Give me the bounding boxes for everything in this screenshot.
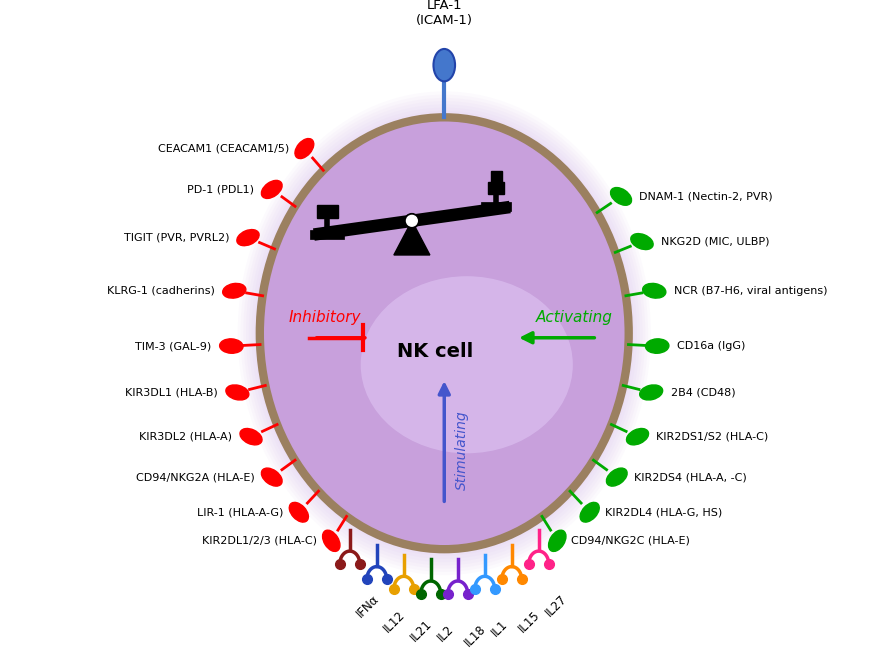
- Ellipse shape: [262, 180, 282, 198]
- Ellipse shape: [295, 139, 313, 159]
- Circle shape: [405, 214, 419, 228]
- Text: TIGIT (PVR, PVRL2): TIGIT (PVR, PVRL2): [124, 233, 230, 242]
- Text: CD94/NKG2A (HLA-E): CD94/NKG2A (HLA-E): [136, 472, 255, 482]
- FancyBboxPatch shape: [488, 182, 505, 194]
- Text: KIR2DL1/2/3 (HLA-C): KIR2DL1/2/3 (HLA-C): [203, 536, 317, 546]
- Ellipse shape: [606, 468, 627, 486]
- Ellipse shape: [240, 428, 262, 445]
- Ellipse shape: [548, 530, 566, 551]
- Polygon shape: [394, 221, 430, 255]
- Ellipse shape: [226, 385, 249, 400]
- Text: Inhibitory: Inhibitory: [288, 310, 361, 325]
- Ellipse shape: [262, 468, 282, 486]
- Text: TIM-3 (GAL-9): TIM-3 (GAL-9): [136, 341, 212, 351]
- Ellipse shape: [237, 229, 259, 246]
- Text: CD94/NKG2C (HLA-E): CD94/NKG2C (HLA-E): [572, 536, 690, 546]
- Ellipse shape: [240, 95, 648, 572]
- Text: KIR3DL2 (HLA-A): KIR3DL2 (HLA-A): [139, 432, 232, 442]
- Ellipse shape: [643, 283, 666, 298]
- Ellipse shape: [627, 428, 648, 445]
- Ellipse shape: [220, 339, 243, 353]
- Text: IL21: IL21: [407, 618, 434, 645]
- Text: DNAM-1 (Nectin-2, PVR): DNAM-1 (Nectin-2, PVR): [638, 191, 772, 202]
- Text: NKG2D (MIC, ULBP): NKG2D (MIC, ULBP): [661, 237, 770, 247]
- Ellipse shape: [580, 502, 599, 522]
- FancyBboxPatch shape: [491, 171, 502, 182]
- Ellipse shape: [246, 101, 643, 566]
- Circle shape: [406, 215, 417, 226]
- Ellipse shape: [322, 530, 340, 551]
- Ellipse shape: [646, 339, 669, 353]
- Text: CD16a (IgG): CD16a (IgG): [677, 341, 746, 351]
- Ellipse shape: [433, 49, 455, 82]
- Ellipse shape: [243, 98, 646, 569]
- Ellipse shape: [639, 385, 663, 400]
- Text: Stimulating: Stimulating: [455, 410, 469, 490]
- Ellipse shape: [361, 276, 572, 454]
- Text: IL1: IL1: [488, 618, 510, 639]
- Text: IL27: IL27: [542, 592, 569, 619]
- Text: PD-1 (PDL1): PD-1 (PDL1): [188, 185, 255, 194]
- Text: IFNα: IFNα: [354, 592, 381, 620]
- Ellipse shape: [249, 104, 639, 562]
- Ellipse shape: [222, 283, 246, 298]
- Ellipse shape: [289, 502, 308, 522]
- Text: IL12: IL12: [380, 608, 407, 635]
- Ellipse shape: [255, 111, 634, 556]
- Text: IL15: IL15: [515, 608, 542, 634]
- Ellipse shape: [611, 187, 631, 205]
- Text: KLRG-1 (cadherins): KLRG-1 (cadherins): [107, 286, 214, 295]
- Text: LFA-1
(ICAM-1): LFA-1 (ICAM-1): [416, 0, 472, 27]
- Text: Activating: Activating: [537, 310, 613, 325]
- Ellipse shape: [238, 91, 651, 575]
- Text: 2B4 (CD48): 2B4 (CD48): [671, 388, 735, 397]
- Text: KIR3DL1 (HLA-B): KIR3DL1 (HLA-B): [125, 388, 218, 397]
- Ellipse shape: [260, 117, 629, 550]
- Text: NK cell: NK cell: [397, 341, 473, 361]
- Text: KIR2DL4 (HLA-G, HS): KIR2DL4 (HLA-G, HS): [605, 507, 722, 517]
- Ellipse shape: [257, 114, 631, 553]
- Text: NCR (B7-H6, viral antigens): NCR (B7-H6, viral antigens): [674, 286, 827, 295]
- Text: CEACAM1 (CEACAM1/5): CEACAM1 (CEACAM1/5): [158, 144, 289, 154]
- Text: LIR-1 (HLA-A-G): LIR-1 (HLA-A-G): [196, 507, 283, 517]
- Text: IL18: IL18: [462, 622, 488, 648]
- FancyBboxPatch shape: [316, 205, 338, 218]
- Text: KIR2DS4 (HLA-A, -C): KIR2DS4 (HLA-A, -C): [634, 472, 747, 482]
- Ellipse shape: [252, 108, 637, 559]
- Ellipse shape: [630, 233, 653, 249]
- Text: KIR2DS1/S2 (HLA-C): KIR2DS1/S2 (HLA-C): [656, 432, 768, 442]
- Text: IL2: IL2: [434, 622, 455, 644]
